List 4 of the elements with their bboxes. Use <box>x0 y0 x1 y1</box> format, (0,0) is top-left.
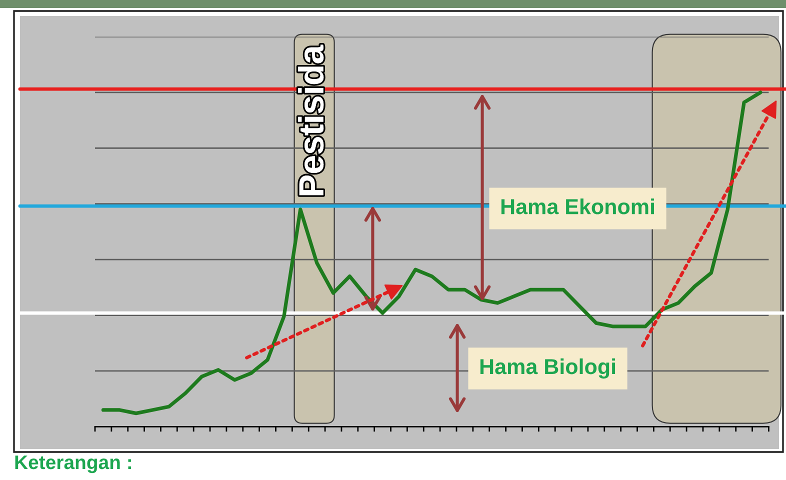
text: Keterangan : <box>15 456 131 474</box>
annotation: Pestisida <box>298 44 324 196</box>
annotation: Hama Biologi <box>480 358 616 379</box>
annotation: Hama Ekonomi <box>501 198 654 214</box>
